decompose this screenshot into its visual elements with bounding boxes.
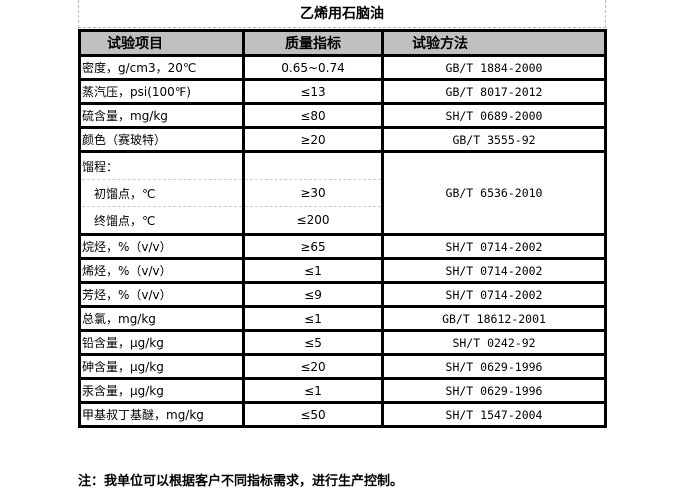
distillation-label: 馏程：: [82, 159, 119, 174]
spec-table: 试验项目 质量指标 试验方法 密度，g/cm3，20℃ 0.65~0.74 GB/T…: [78, 29, 607, 428]
cell-method: GB/T 1884-2000: [381, 54, 607, 81]
initial-spec: ≥30: [245, 179, 381, 206]
table-row: 甲基叔丁基醚，mg/kg ≤50 SH/T 1547-2004: [78, 401, 607, 428]
header-method: 试验方法: [381, 29, 607, 57]
cell-item: 烷烃，%（v/v）: [78, 233, 245, 260]
cell-item: 密度，g/cm3，20℃: [78, 54, 245, 81]
final-boiling-point: 终馏点，℃: [82, 206, 242, 233]
cell-method: SH/T 0242-92: [381, 329, 607, 356]
header-spec: 质量指标: [242, 29, 384, 57]
cell-method: GB/T 8017-2012: [381, 78, 607, 105]
cell-item: 甲基叔丁基醚，mg/kg: [78, 401, 245, 428]
footnote: 注：我单位可以根据客户不同指标需求，进行生产控制。: [78, 474, 404, 489]
final-spec: ≤200: [245, 206, 381, 233]
cell-spec: ≥65: [242, 233, 384, 260]
cell-spec: ≤9: [242, 281, 384, 308]
cell-item: 硫含量，mg/kg: [78, 102, 245, 129]
cell-item: 蒸汽压，psi(100℉): [78, 78, 245, 105]
table-title: 乙烯用石脑油: [78, 0, 606, 28]
cell-method: SH/T 1547-2004: [381, 401, 607, 428]
cell-spec: ≤80: [242, 102, 384, 129]
cell-method: SH/T 0714-2002: [381, 257, 607, 284]
cell-item: 铅含量，μg/kg: [78, 329, 245, 356]
distillation-method: GB/T 6536-2010: [381, 150, 607, 236]
cell-spec: ≤13: [242, 78, 384, 105]
table-row: 砷含量，μg/kg ≤20 SH/T 0629-1996: [78, 353, 607, 380]
table-row: 汞含量，μg/kg ≤1 SH/T 0629-1996: [78, 377, 607, 404]
table-row: 密度，g/cm3，20℃ 0.65~0.74 GB/T 1884-2000: [78, 54, 607, 81]
table-row: 烷烃，%（v/v） ≥65 SH/T 0714-2002: [78, 233, 607, 260]
cell-spec: ≤1: [242, 257, 384, 284]
cell-item: 汞含量，μg/kg: [78, 377, 245, 404]
table-row: 总氯，mg/kg ≤1 GB/T 18612-2001: [78, 305, 607, 332]
table-row: 颜色（赛玻特） ≥20 GB/T 3555-92: [78, 126, 607, 153]
initial-boiling-point: 初馏点，℃: [82, 179, 242, 206]
cell-spec: ≤1: [242, 377, 384, 404]
cell-method: SH/T 0689-2000: [381, 102, 607, 129]
cell-method: SH/T 0629-1996: [381, 377, 607, 404]
cell-method: SH/T 0629-1996: [381, 353, 607, 380]
cell-item: 颜色（赛玻特）: [78, 126, 245, 153]
cell-spec: ≤50: [242, 401, 384, 428]
table-row-distillation: 馏程： 初馏点，℃ 终馏点，℃ ≥30 ≤200 GB/T 6536-2010: [78, 150, 607, 236]
cell-spec: ≥20: [242, 126, 384, 153]
cell-item: 芳烃，%（v/v）: [78, 281, 245, 308]
table-row: 芳烃，%（v/v） ≤9 SH/T 0714-2002: [78, 281, 607, 308]
cell-spec: ≤1: [242, 305, 384, 332]
header-item: 试验项目: [78, 29, 245, 57]
cell-spec: ≤5: [242, 329, 384, 356]
cell-method: SH/T 0714-2002: [381, 233, 607, 260]
table-row: 蒸汽压，psi(100℉) ≤13 GB/T 8017-2012: [78, 78, 607, 105]
table-row: 铅含量，μg/kg ≤5 SH/T 0242-92: [78, 329, 607, 356]
table-row: 烯烃，%（v/v） ≤1 SH/T 0714-2002: [78, 257, 607, 284]
cell-item: 烯烃，%（v/v）: [78, 257, 245, 284]
cell-method: SH/T 0714-2002: [381, 281, 607, 308]
cell-item: 总氯，mg/kg: [78, 305, 245, 332]
cell-spec: ≤20: [242, 353, 384, 380]
cell-spec: 0.65~0.74: [242, 54, 384, 81]
table-row: 硫含量，mg/kg ≤80 SH/T 0689-2000: [78, 102, 607, 129]
cell-item: 砷含量，μg/kg: [78, 353, 245, 380]
cell-method: GB/T 3555-92: [381, 126, 607, 153]
cell-method: GB/T 18612-2001: [381, 305, 607, 332]
header-row: 试验项目 质量指标 试验方法: [78, 29, 607, 57]
